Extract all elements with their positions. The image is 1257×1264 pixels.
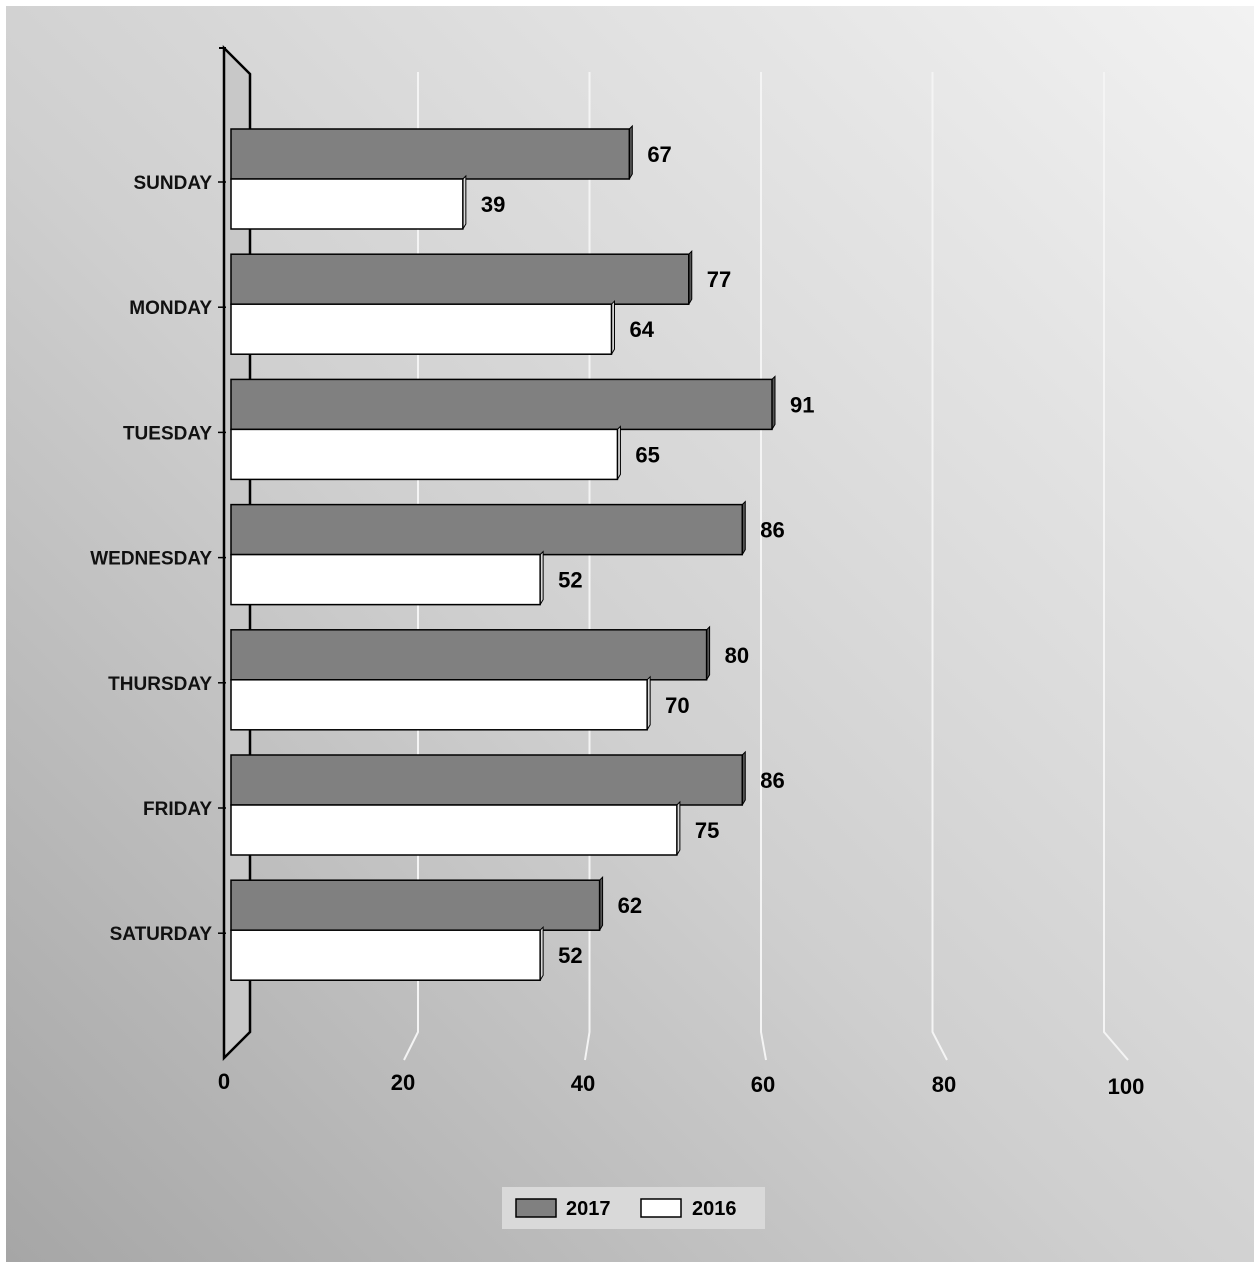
legend-label-2016: 2016 [692,1198,737,1220]
category-label-wednesday: WEDNESDAY [90,549,212,570]
data-label-2016-sunday: 39 [481,192,505,217]
category-label-thursday: THURSDAY [108,674,212,695]
x-tick-label-80: 80 [932,1072,956,1097]
category-label-friday: FRIDAY [143,799,212,820]
gridline [931,72,948,1061]
category-label-saturday: SATURDAY [110,924,213,945]
bar-2017-friday [230,754,744,806]
data-label-2016-saturday: 52 [558,943,582,968]
data-label-2016-wednesday: 52 [558,568,582,593]
x-tick-label-100: 100 [1108,1074,1145,1099]
bar-2017-monday [230,253,690,305]
legend: 2017 2016 [502,1187,765,1229]
bar-2016-wednesday [230,553,541,606]
legend-swatch-2017 [515,1198,557,1218]
data-label-2017-tuesday: 91 [790,392,814,417]
bar-2017-thursday [230,629,708,681]
data-label-2016-tuesday: 65 [635,442,659,467]
bar-2016-saturday [230,929,541,981]
bar-2016-sunday [230,178,464,230]
bar-2017-tuesday [230,378,773,431]
x-tick-label-40: 40 [571,1071,595,1096]
x-tick-label-60: 60 [751,1072,775,1097]
x-tick-label-20: 20 [391,1070,415,1095]
data-label-2017-friday: 86 [760,768,784,793]
bar-2016-monday [230,303,613,355]
labels: 67 39 SUNDAY 77 64 MONDAY 91 65 TUESDAY 86 52 WEDNE… [90,142,1144,1099]
bar-2017-wednesday [230,503,744,556]
bar-2017-saturday [230,879,601,931]
gridline [1103,72,1129,1061]
bar-2016-thursday [230,679,648,731]
data-label-2016-friday: 75 [695,818,719,843]
legend-label-2017: 2017 [566,1198,611,1220]
data-label-2017-saturday: 62 [618,893,642,918]
data-label-2016-thursday: 70 [665,693,689,718]
bar-2016-tuesday [230,428,619,481]
bars [230,124,776,981]
category-label-tuesday: TUESDAY [123,423,212,444]
data-label-2017-wednesday: 86 [760,518,784,543]
legend-swatch-2016 [640,1198,682,1218]
bar-2017-sunday [230,128,631,180]
data-label-2017-thursday: 80 [725,643,749,668]
data-label-2017-sunday: 67 [647,142,671,167]
x-tick-label-0: 0 [218,1069,230,1094]
data-label-2017-monday: 77 [707,267,731,292]
category-label-monday: MONDAY [129,298,212,319]
data-label-2016-monday: 64 [629,317,654,342]
category-label-sunday: SUNDAY [134,173,213,194]
bar-2016-friday [230,804,678,856]
